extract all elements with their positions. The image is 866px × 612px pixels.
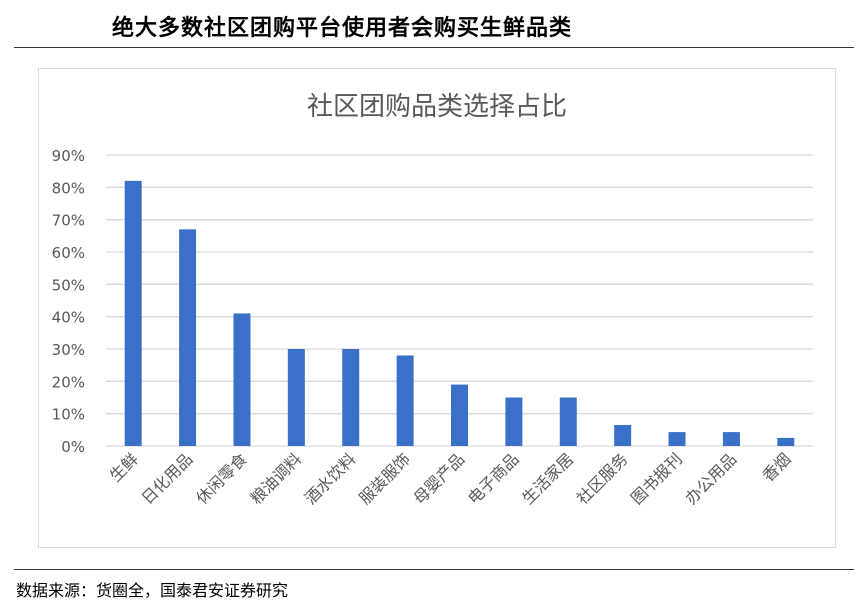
y-tick-label: 60% bbox=[52, 244, 85, 262]
bar-电子商品 bbox=[505, 397, 523, 446]
bar-酒水饮料 bbox=[342, 349, 360, 446]
page-title: 绝大多数社区团购平台使用者会购买生鲜品类 bbox=[112, 15, 573, 41]
x-tick-label: 酒水饮料 bbox=[301, 449, 360, 508]
x-tick-label: 粮油调料 bbox=[246, 449, 305, 508]
y-tick-label: 50% bbox=[52, 276, 85, 294]
x-tick-label: 日化用品 bbox=[138, 449, 197, 508]
y-tick-label: 0% bbox=[61, 438, 85, 456]
chart-title: 社区团购品类选择占比 bbox=[307, 92, 567, 122]
bar-休闲零食 bbox=[233, 313, 251, 446]
footer-divider bbox=[14, 569, 854, 570]
x-tick-label: 服装服饰 bbox=[355, 449, 414, 508]
x-tick-label: 图书报刊 bbox=[627, 449, 686, 508]
x-tick-label: 社区服务 bbox=[573, 449, 632, 508]
x-tick-label: 生鲜 bbox=[106, 449, 142, 485]
x-tick-label: 办公用品 bbox=[682, 449, 741, 508]
bar-生活家居 bbox=[559, 397, 577, 446]
y-tick-label: 90% bbox=[52, 147, 85, 165]
chart-container: 社区团购品类选择占比 0% 10% 20% 30% 40% 50% 60% 70% 80% 90%… bbox=[38, 68, 836, 548]
x-tick-label: 电子商品 bbox=[464, 449, 523, 508]
x-tick-label: 生活家居 bbox=[518, 449, 577, 508]
bar-图书报刊 bbox=[668, 432, 686, 446]
x-tick-label: 香烟 bbox=[759, 449, 795, 485]
bar-社区服务 bbox=[614, 424, 632, 446]
y-tick-label: 80% bbox=[52, 179, 85, 197]
bar-生鲜 bbox=[124, 180, 142, 446]
bar-服装服饰 bbox=[396, 355, 414, 446]
source-note: 数据来源：货圈全，国泰君安证券研究 bbox=[16, 581, 289, 600]
bar-香烟 bbox=[777, 437, 795, 446]
y-tick-label: 40% bbox=[52, 309, 85, 327]
bar-粮油调料 bbox=[287, 349, 305, 446]
x-tick-label: 母婴产品 bbox=[410, 449, 469, 508]
bar-日化用品 bbox=[179, 229, 197, 446]
bar-办公用品 bbox=[722, 432, 740, 446]
bar-chart: 社区团购品类选择占比 0% 10% 20% 30% 40% 50% 60% 70% 80% 90%… bbox=[52, 92, 813, 508]
x-tick-label: 休闲零食 bbox=[192, 449, 251, 508]
y-tick-label: 10% bbox=[52, 406, 85, 424]
y-tick-label: 30% bbox=[52, 341, 85, 359]
y-tick-label: 20% bbox=[52, 373, 85, 391]
bar-母婴产品 bbox=[451, 384, 468, 446]
y-tick-label: 70% bbox=[52, 212, 85, 230]
header-divider bbox=[14, 47, 854, 48]
